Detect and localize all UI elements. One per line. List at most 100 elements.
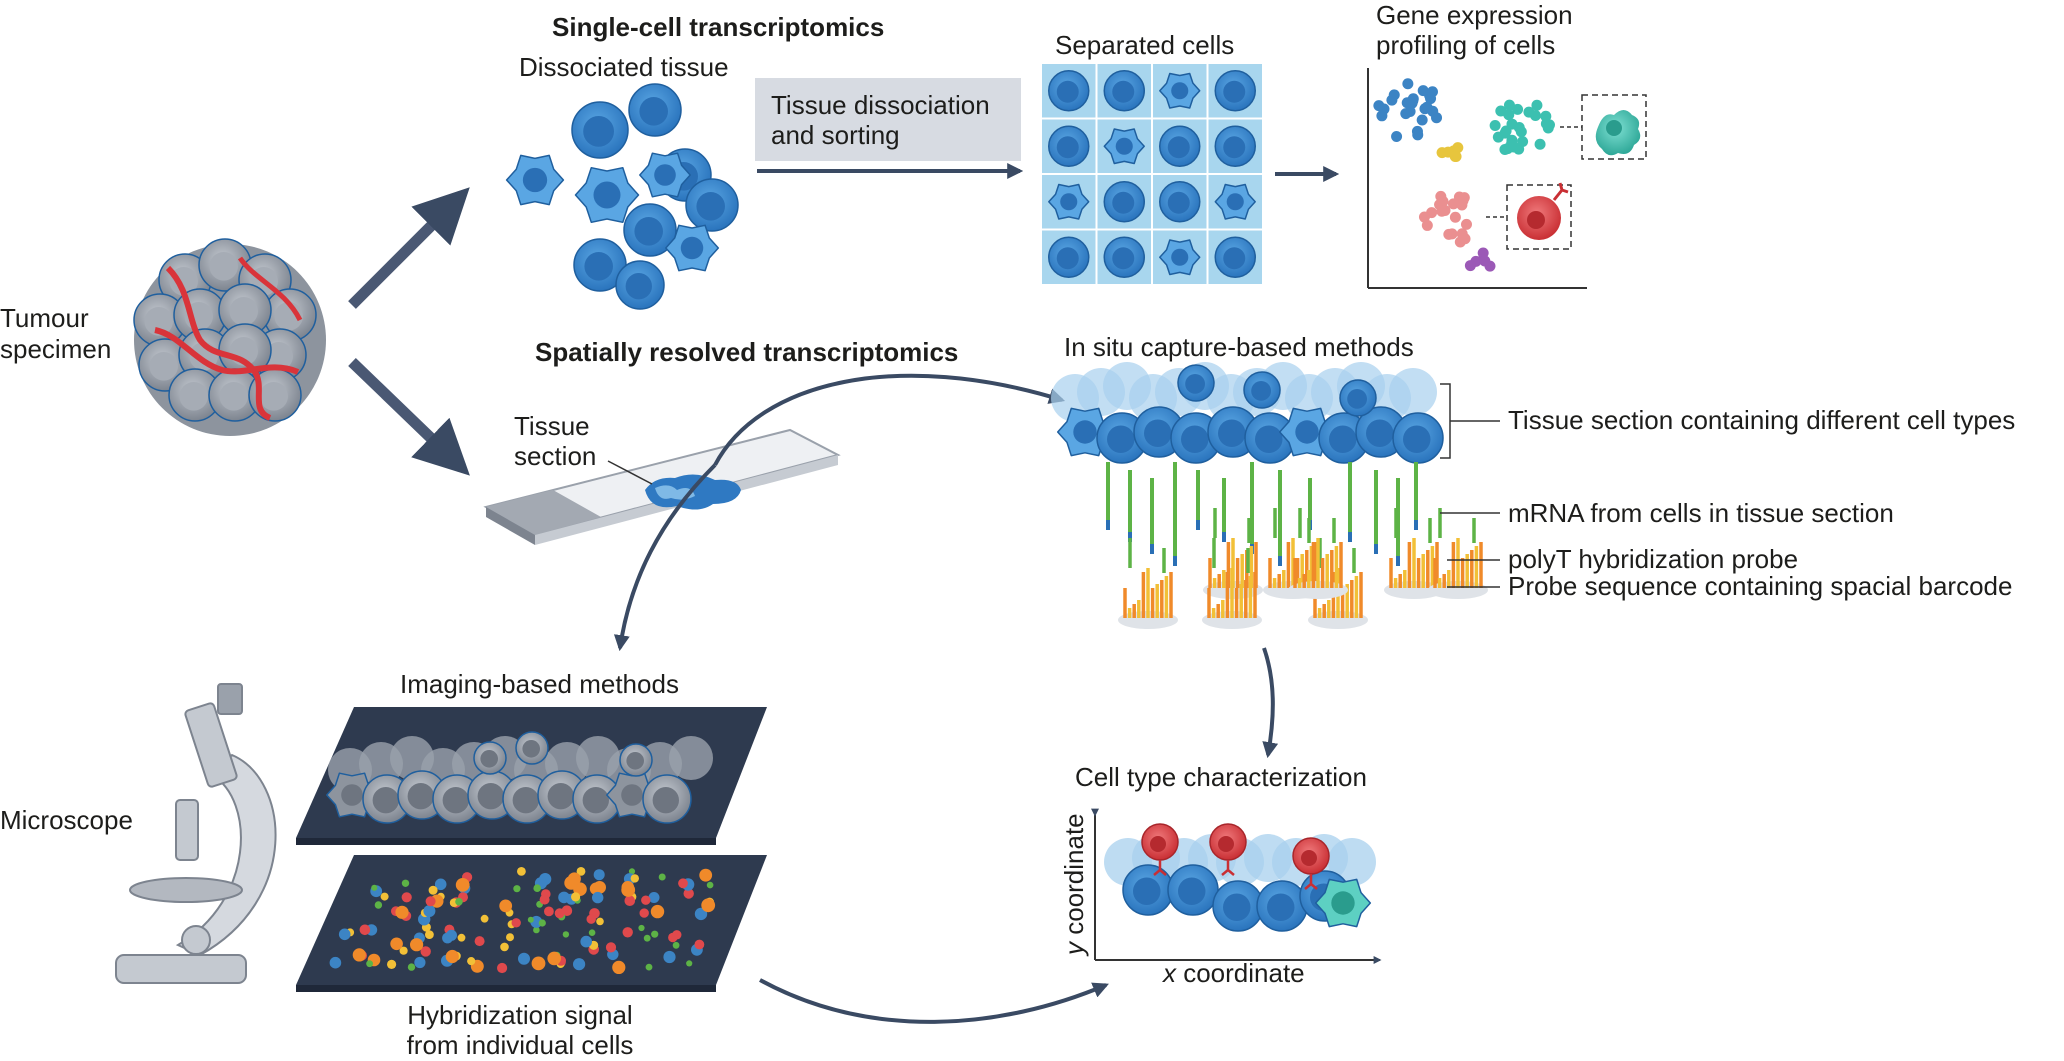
dissociated-tissue-label: Dissociated tissue [519, 52, 729, 82]
imaging-cell [642, 774, 692, 824]
char-red-cell [1292, 837, 1330, 890]
cluster-blue [1373, 78, 1443, 143]
activated-cell [1103, 128, 1145, 165]
x-axis-label: x coordinate [1163, 958, 1305, 988]
probe-bundle [1118, 538, 1178, 629]
probe-callout: Probe sequence containing spacial barcod… [1508, 571, 2013, 601]
cell-type-characterization-label: Cell type characterization [1075, 762, 1367, 792]
cell-type-plot [1091, 808, 1382, 964]
tumour-label-line1: Tumour [0, 303, 89, 333]
imaging-small-cell [515, 731, 549, 765]
separated-cells-grid [1040, 62, 1264, 286]
tumour-cell [198, 238, 252, 292]
blue-cell [571, 101, 629, 159]
activated-cell [1159, 72, 1201, 109]
arrow-to-spatial [348, 358, 470, 476]
tumour-label-line2: specimen [0, 334, 112, 364]
char-blue-cell [1212, 880, 1264, 932]
insitu-small-cell [1243, 371, 1281, 409]
imaging-slide-top [296, 707, 767, 845]
gene-expression-label-line1: Gene expression [1376, 0, 1573, 30]
blue-cell [628, 83, 682, 137]
activated-cell [1214, 183, 1256, 220]
probe-bundle [1384, 508, 1444, 599]
char-blue-cell [1167, 864, 1219, 916]
insitu-cell [1244, 412, 1296, 464]
grid-cell [1048, 70, 1090, 112]
tissue-section-label-line2: section [514, 441, 597, 471]
grid-cell [1159, 181, 1201, 223]
activated-cell [1048, 183, 1090, 220]
imaging-small-cell [473, 741, 507, 775]
dissociation-label-box: Tissue dissociation and sorting [755, 78, 1021, 161]
curved-arrow-to-characterization [759, 978, 1109, 1024]
insitu-cell [1392, 412, 1444, 464]
hybridization-label-line1: Hybridization signal [407, 1000, 633, 1030]
y-axis-rest: coordinate [1059, 813, 1089, 942]
char-red-cell [1141, 823, 1179, 876]
dissociation-label-line2: and sorting [771, 120, 900, 150]
grid-cell [1214, 125, 1256, 167]
insitu-small-cell [1177, 364, 1215, 402]
grid-cell [1103, 70, 1145, 112]
microscope-label: Microscope [0, 805, 133, 835]
y-axis-italic: y [1059, 942, 1089, 955]
activated-cell [665, 224, 720, 272]
cluster-yellow [1436, 142, 1464, 163]
tumour-specimen-illustration [133, 238, 326, 436]
imaging-small-cell [619, 743, 653, 777]
imaging-slide-bottom [296, 855, 767, 992]
grid-cell [1214, 70, 1256, 112]
imaging-cell [572, 774, 622, 824]
tumour-cell [168, 368, 222, 422]
x-axis-rest: coordinate [1176, 958, 1305, 988]
tissue-section-label-line1: Tissue [514, 411, 590, 441]
tumour-cell [133, 293, 187, 347]
blue-cell [623, 203, 677, 257]
gene-expression-label-line2: profiling of cells [1376, 30, 1556, 60]
cluster-teal [1489, 99, 1555, 156]
y-axis-label: y coordinate [1059, 813, 1089, 955]
grid-cell [1159, 125, 1201, 167]
spatial-title: Spatially resolved transcriptomics [535, 337, 959, 367]
separated-cells-label: Separated cells [1055, 30, 1235, 60]
grid-cell [1103, 236, 1145, 278]
activated-cell [639, 152, 691, 198]
curved-arrow-to-imaging [613, 463, 717, 652]
in-situ-label: In situ capture-based methods [1064, 332, 1414, 362]
mrna-callout: mRNA from cells in tissue section [1508, 498, 1894, 528]
char-blue-cell [1122, 864, 1174, 916]
char-blue-cell [1256, 880, 1308, 932]
insitu-small-cell [1339, 379, 1377, 417]
activated-cell [1314, 878, 1372, 928]
hybridization-label-line2: from individual cells [406, 1030, 634, 1060]
imaging-methods-label: Imaging-based methods [400, 669, 679, 699]
grid-cell [1214, 236, 1256, 278]
blue-cell [685, 178, 739, 232]
arrow-to-single-cell [348, 187, 470, 309]
tissue-section-callout: Tissue section containing different cell… [1508, 405, 2016, 435]
probe-bundle [1288, 508, 1348, 599]
grid-cell [1103, 181, 1145, 223]
single-cell-title: Single-cell transcriptomics [552, 12, 885, 42]
blue-cell [615, 260, 665, 310]
cluster-pink [1418, 190, 1472, 248]
activated-cell [1159, 239, 1201, 276]
activated-cell [505, 154, 565, 206]
in-situ-capture-illustration [1051, 362, 1500, 629]
curved-arrow-down [1262, 647, 1279, 759]
dissociation-label-line1: Tissue dissociation [771, 90, 990, 120]
cluster-purple [1464, 247, 1496, 272]
microscope-illustration [115, 683, 277, 984]
char-red-cell [1209, 823, 1247, 876]
gene-expression-plot [1367, 68, 1647, 289]
curved-arrow-to-in-situ [713, 373, 1066, 466]
x-axis-italic: x [1163, 958, 1176, 988]
grid-cell [1048, 125, 1090, 167]
dissociated-cells-illustration [505, 83, 739, 310]
probe-bundle [1202, 538, 1262, 629]
polyt-callout: polyT hybridization probe [1508, 544, 1799, 574]
grid-cell [1048, 236, 1090, 278]
activated-cell [574, 166, 640, 224]
